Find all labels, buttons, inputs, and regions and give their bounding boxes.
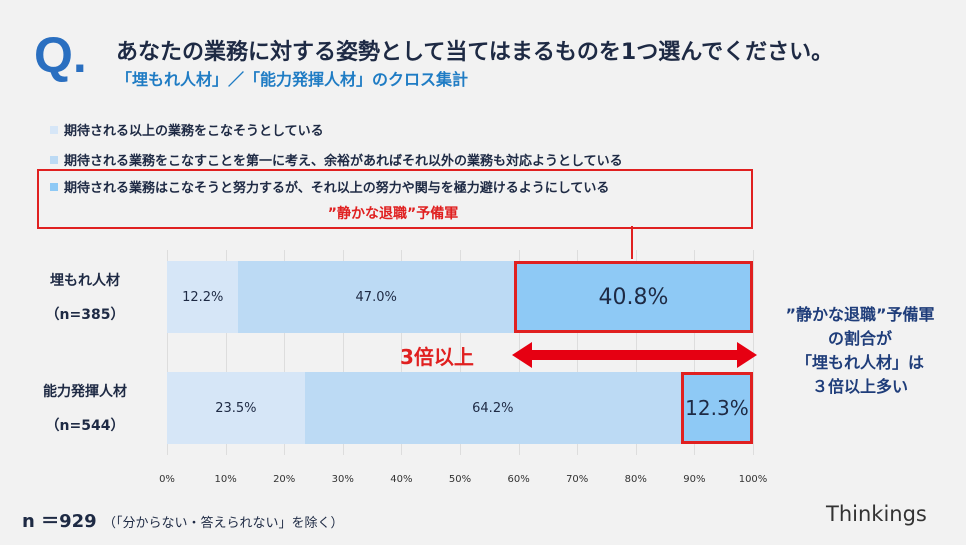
x-tick-label: 40% (390, 474, 413, 485)
data-label: 23.5% (215, 400, 257, 416)
data-label: 64.2% (472, 400, 514, 416)
gridline (167, 250, 168, 455)
legend-label: 期待される業務はこなそうと努力するが、それ以上の努力や関与を極力避けるようにして… (64, 181, 610, 196)
data-label: 47.0% (355, 289, 397, 305)
double-arrow-icon (512, 342, 757, 368)
note-line: の割合が (827, 329, 892, 348)
x-tick-label: 10% (214, 474, 237, 485)
legend-label: 期待される以上の業務をこなそうとしている (64, 124, 324, 139)
bar-segment: 47.0% (238, 261, 514, 333)
page-subtitle: 「埋もれ人材」／「能力発揮人材」のクロス集計 (116, 70, 469, 89)
category-name: 埋もれ人材 (50, 273, 120, 289)
data-label: 40.8% (598, 284, 669, 310)
category-name: 能力発揮人材 (43, 384, 127, 400)
category-label: 埋もれ人材 （n=385） (10, 264, 160, 332)
category-n: （n=544） (45, 418, 125, 434)
gridline (225, 250, 227, 455)
x-tick-label: 30% (331, 474, 354, 485)
callout-connector (631, 226, 633, 259)
gridline (401, 250, 403, 455)
gridline (753, 250, 754, 455)
x-tick-label: 0% (159, 474, 175, 485)
bar-segment: 40.8% (513, 261, 753, 333)
legend-item: 期待される業務はこなそうと努力するが、それ以上の努力や関与を極力避けるようにして… (50, 177, 609, 196)
legend-swatch (50, 182, 58, 191)
legend-swatch (50, 125, 58, 134)
legend-highlight-box (37, 169, 753, 229)
gridline (342, 250, 344, 455)
category-label: 能力発揮人材 （n=544） (10, 375, 160, 443)
quiet-quitting-label: ”静かな退職”予備軍 (0, 203, 966, 223)
category-n: （n=385） (45, 307, 125, 323)
legend-label: 期待される業務をこなすことを第一に考え、余裕があればそれ以外の業務も対応ようとし… (64, 154, 623, 169)
x-tick-label: 20% (273, 474, 296, 485)
legend-swatch (50, 155, 58, 164)
x-tick-label: 100% (738, 474, 768, 485)
sample-size-value: n ＝929 (22, 511, 97, 532)
thinkings-logo: Thinkings (826, 502, 927, 526)
sample-size: n ＝929 （「分からない・答えられない」を除く） (22, 507, 343, 533)
page-title: あなたの業務に対する姿勢として当てはまるものを1つ選んでください。 (116, 40, 834, 65)
note-line: ３倍以上多い (811, 377, 908, 396)
q-mark: Q. (34, 27, 87, 83)
bar-segment: 12.3% (680, 372, 753, 444)
x-tick-label: 50% (448, 474, 472, 485)
x-tick-label: 80% (624, 474, 647, 485)
quiet-quitting-text: ”静かな退職”予備軍 (327, 206, 459, 222)
bar-segment: 23.5% (167, 372, 305, 444)
x-tick-label: 70% (566, 474, 589, 485)
bar-segment: 12.2% (167, 261, 239, 333)
note-line: 「埋もれ人材」は (795, 353, 924, 372)
legend-item: 期待される業務をこなすことを第一に考え、余裕があればそれ以外の業務も対応ようとし… (50, 150, 623, 169)
x-tick-label: 60% (507, 474, 530, 485)
data-label: 12.2% (182, 289, 224, 305)
note-line: ”静かな退職”予備軍 (785, 305, 935, 324)
arrow-label: 3倍以上 (400, 345, 474, 369)
gridline (284, 250, 286, 455)
sample-size-note: （「分からない・答えられない」を除く） (102, 516, 344, 531)
note: ”静かな退職”予備軍 の割合が 「埋もれ人材」は ３倍以上多い (755, 303, 965, 399)
legend-item: 期待される以上の業務をこなそうとしている (50, 120, 324, 139)
gridline (460, 250, 461, 455)
bar-segment: 64.2% (304, 372, 681, 444)
x-tick-label: 90% (683, 474, 706, 485)
data-label: 12.3% (685, 396, 749, 420)
